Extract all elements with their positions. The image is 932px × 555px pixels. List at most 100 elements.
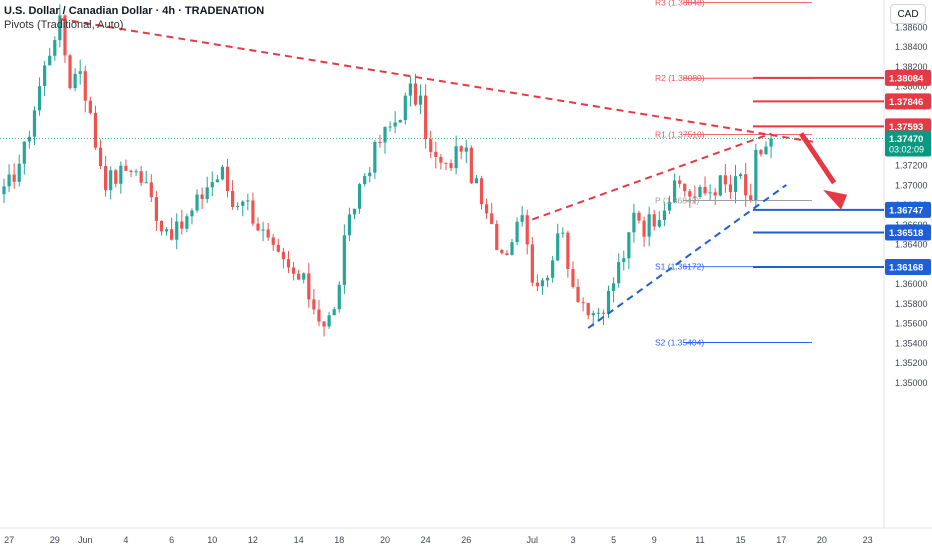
candle [672,180,677,203]
candle [210,182,214,188]
currency-button[interactable]: CAD [890,4,926,24]
x-tick-label: 5 [611,535,616,545]
candle [596,312,600,314]
candle [124,165,128,171]
candle [388,126,392,128]
candle [703,187,707,194]
candle [617,262,621,284]
candle [739,174,743,177]
candle [662,210,666,221]
candle [408,83,412,96]
candle [545,277,550,281]
candle [352,208,357,215]
candle [195,194,199,211]
candle [749,195,753,201]
wedge-upper-trendline [531,132,772,221]
candle [413,83,418,105]
x-tick-label: 23 [863,535,873,545]
candle [434,151,438,157]
candle [647,214,651,237]
candle [261,229,265,231]
x-tick-label: 3 [570,535,575,545]
candle [723,175,727,185]
support-price-badge [885,201,931,218]
candle [363,176,367,185]
support-price-badge-text: 1.36747 [889,205,923,216]
candle [622,258,626,263]
candle [754,149,758,201]
candle [139,171,143,183]
resistance-price-badge [885,93,931,110]
candle [154,197,158,221]
candle [713,192,717,196]
candle [312,299,316,310]
x-tick-label: 18 [334,535,344,545]
candle [424,95,428,140]
x-tick-label: 9 [652,535,657,545]
candle [718,175,722,196]
x-tick-label: 4 [123,535,128,545]
candle [601,312,606,314]
candle [281,251,285,260]
candle [479,178,484,205]
y-tick-label: 1.37000 [895,180,928,190]
candle [688,191,692,197]
x-tick-label: 14 [294,535,304,545]
candle [418,95,423,105]
candle [291,267,296,274]
x-tick-label: 17 [776,535,786,545]
candle [744,174,748,196]
candle [266,229,270,238]
candle [7,174,11,187]
candle [642,220,646,237]
x-tick-label: 11 [695,535,704,545]
chart-title: U.S. Dollar / Canadian Dollar · 4h · TRA… [4,5,265,17]
candle [88,100,92,113]
bar-countdown: 03:02:09 [889,144,924,154]
candle [393,122,397,127]
candle [241,201,245,206]
y-tick-label: 1.36400 [895,240,928,250]
candle [667,202,672,211]
candle [17,163,21,182]
candle [698,187,702,197]
candle [37,86,42,111]
candle [652,214,656,227]
candle [236,205,240,208]
candle [459,146,463,152]
y-tick-label: 1.35200 [895,358,928,368]
resistance-price-badge [885,118,931,135]
support-price-badge-text: 1.36168 [889,263,923,274]
candle [342,235,346,285]
pivot-label: P (1.36842) [655,195,699,205]
candle [383,126,387,143]
candle [48,55,52,66]
y-tick-label: 1.36000 [895,279,928,289]
candle [63,15,67,56]
candle [637,212,641,221]
candle [185,216,189,229]
candle [368,172,372,177]
candle [98,147,103,167]
candle [556,233,560,261]
candle [678,180,682,184]
candle [490,213,494,224]
candle [246,200,250,202]
candle [27,136,31,142]
candle [525,215,529,245]
y-tick-label: 1.35000 [895,378,928,388]
candle [180,221,184,229]
candle [93,112,98,148]
candle [551,260,555,278]
y-tick-label: 1.35800 [895,299,928,309]
y-tick-label: 1.35600 [895,319,928,329]
candle [464,147,468,152]
candle [104,166,108,191]
candle [114,170,118,184]
candle [612,283,616,291]
x-tick-label: 10 [207,535,217,545]
candle [632,212,636,233]
candle [764,146,768,155]
